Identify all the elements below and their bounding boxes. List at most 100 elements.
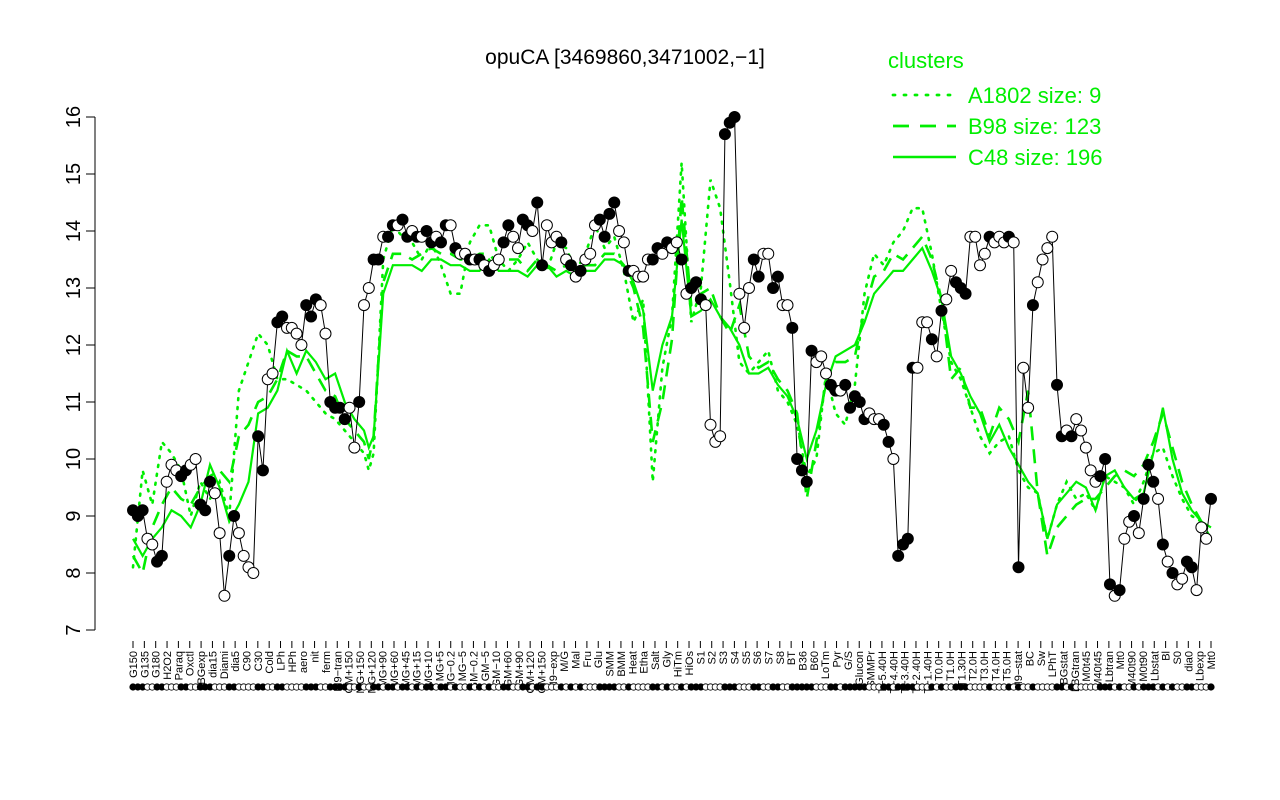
x-tick-label: S4: [729, 651, 741, 664]
data-point: [1094, 470, 1107, 483]
data-point: [396, 213, 409, 226]
data-point: [743, 282, 755, 294]
data-point: [930, 350, 943, 363]
data-point: [531, 196, 544, 209]
data-point: [1137, 492, 1150, 505]
y-tick-label: 13: [63, 277, 85, 299]
data-point: [1051, 378, 1063, 391]
points-layer: [127, 111, 1217, 602]
data-point: [974, 259, 986, 272]
data-point: [1026, 299, 1039, 312]
data-point: [1195, 521, 1208, 534]
data-point: [319, 327, 332, 340]
data-point: [1084, 464, 1097, 477]
data-point: [584, 247, 597, 260]
y-tick-label: 11: [63, 392, 85, 413]
data-point: [617, 236, 630, 249]
data-point: [1200, 532, 1213, 545]
data-point: [940, 293, 953, 306]
data-point: [232, 527, 245, 540]
data-point: [925, 333, 938, 346]
x-tick-label: Diami: [219, 651, 231, 679]
data-point: [252, 430, 265, 443]
x-tick-label: T−1.40H: [922, 651, 934, 694]
data-point: [160, 475, 173, 488]
data-point: [1185, 561, 1198, 574]
y-tick-label: 14: [63, 220, 85, 242]
x-tick-label: dia5: [230, 651, 242, 672]
x-tick-label: T0.0H: [934, 651, 946, 681]
x-tick-label: S5: [741, 651, 753, 664]
data-point: [290, 327, 303, 340]
data-point: [1103, 578, 1116, 591]
data-point: [502, 219, 515, 232]
data-point: [670, 236, 683, 249]
data-point: [593, 213, 606, 226]
data-point: [362, 282, 375, 294]
data-point: [199, 504, 212, 517]
x-tick-label: T3.0H: [979, 651, 991, 681]
x-tick-label: Lbtran: [1104, 651, 1116, 682]
legend-label: A1802 size: 9: [968, 83, 1101, 108]
data-point: [1065, 430, 1078, 443]
data-point: [1166, 567, 1179, 579]
data-point: [1118, 532, 1131, 545]
x-tick-label: T−2.40H: [911, 651, 923, 694]
data-point: [1113, 584, 1126, 597]
data-point: [1022, 401, 1035, 414]
series-layer: [131, 162, 1213, 577]
x-tick-label: C90: [241, 651, 253, 671]
data-point: [781, 299, 794, 312]
data-point: [213, 527, 226, 540]
data-point: [256, 464, 269, 477]
data-point: [675, 253, 688, 266]
data-point: [786, 321, 799, 334]
x-tick-label: MG+90: [378, 651, 390, 687]
data-point: [853, 396, 866, 408]
x-tick-label: Glu: [593, 651, 605, 668]
x-tick-label: Fru: [582, 651, 594, 668]
x-tick-label: G135: [139, 651, 151, 678]
x-tick-label: B36: [797, 651, 809, 671]
x-tick-label: GM−0.2: [468, 651, 480, 690]
x-tick-label: M0t90: [1138, 651, 1150, 682]
x-tick-label: LBGtran: [1070, 651, 1082, 692]
data-point: [718, 128, 731, 141]
data-point: [218, 589, 231, 602]
x-tick-label: LBGstat: [1058, 651, 1070, 691]
x-tick-label: BT: [786, 651, 798, 665]
x-tick-label: M9−tran: [332, 651, 344, 692]
x-tick-label: Heat: [627, 651, 639, 674]
data-point: [969, 230, 982, 243]
data-point: [564, 259, 577, 272]
x-tick-label: B60: [809, 651, 821, 671]
x-tick-label: MG+150: [355, 651, 367, 694]
x-tick-label: Paraq: [173, 651, 185, 680]
data-point: [762, 247, 775, 260]
data-point: [800, 475, 813, 488]
data-point: [1017, 361, 1030, 374]
data-point: [1128, 510, 1140, 522]
data-point: [1046, 230, 1059, 243]
data-point: [733, 287, 746, 300]
data-point: [314, 299, 327, 312]
x-tick-label: Etha: [639, 650, 651, 674]
x-tick-label: Bl: [1161, 651, 1173, 661]
data-point: [420, 225, 433, 237]
data-point: [237, 549, 250, 562]
series-line-C48: [132, 219, 1212, 559]
data-point: [204, 475, 216, 488]
x-tick-label: LPh: [276, 651, 288, 671]
data-point: [945, 264, 958, 277]
x-tick-label: HiTm: [673, 651, 685, 677]
data-point: [536, 259, 549, 272]
x-tick-label: GM+150: [537, 651, 549, 694]
data-point: [1031, 276, 1044, 289]
data-point: [844, 401, 857, 414]
chart-title: opuCA [3469860,3471002,−1]: [485, 46, 765, 69]
x-tick-label: S1: [695, 651, 707, 664]
data-point: [598, 230, 611, 243]
x-tick-label: GM+90: [514, 651, 526, 687]
x-tick-label: S0: [1172, 651, 1184, 664]
